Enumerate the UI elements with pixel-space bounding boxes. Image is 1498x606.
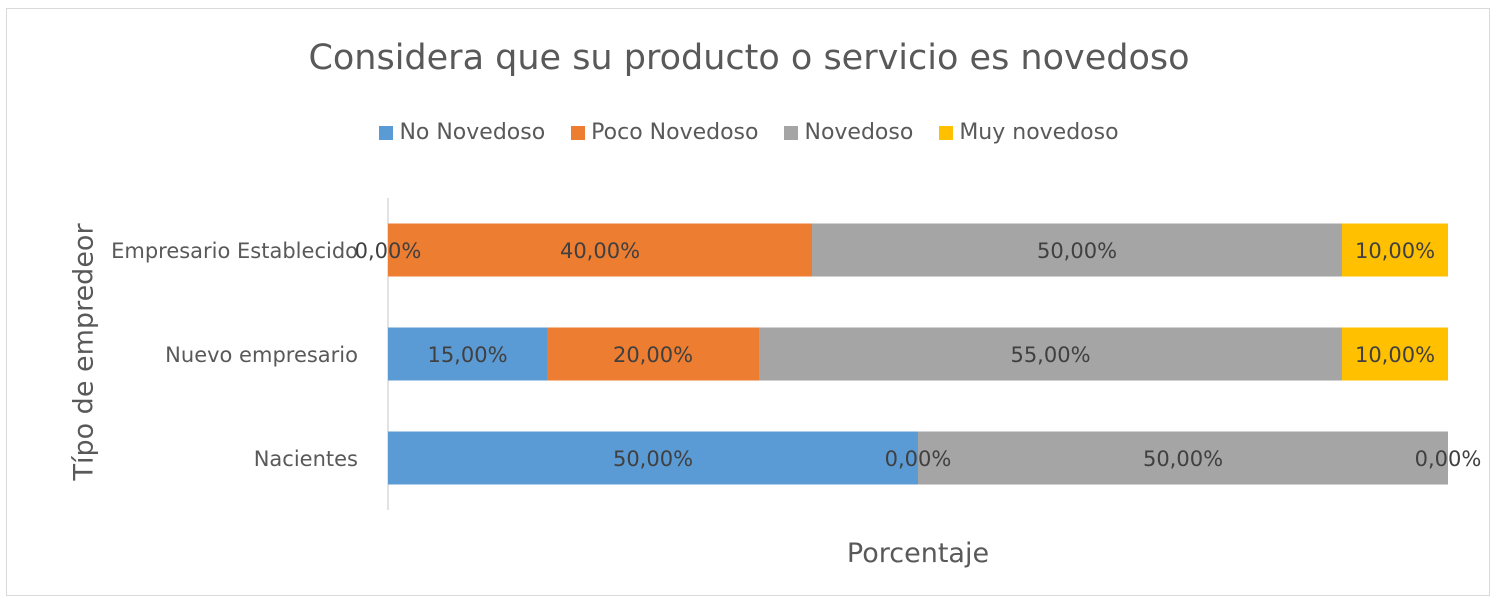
legend-swatch (784, 125, 799, 140)
data-label: 10,00% (1355, 343, 1435, 367)
category-label: Nuevo empresario (165, 343, 358, 367)
bar-segment (388, 327, 547, 381)
bar-segment (547, 327, 759, 381)
bar-segment (1342, 223, 1448, 277)
data-label: 0,00% (355, 239, 422, 263)
data-label: 20,00% (613, 343, 693, 367)
data-label: 50,00% (1143, 447, 1223, 471)
bar-segment (388, 431, 918, 485)
data-label: 50,00% (613, 447, 693, 471)
data-label: 0,00% (1415, 447, 1482, 471)
bar-segment (388, 223, 812, 277)
bar-segment (918, 431, 1448, 485)
legend-label: Poco Novedoso (591, 120, 759, 145)
x-axis-title: Porcentaje (846, 538, 990, 569)
bar-segment (812, 223, 1342, 277)
bar-segment (1342, 327, 1448, 381)
category-label: Nacientes (254, 447, 358, 471)
legend-item-poco-novedoso: Poco Novedoso (571, 120, 758, 145)
data-label: 50,00% (1037, 239, 1117, 263)
legend-swatch (939, 125, 954, 140)
data-label: 40,00% (560, 239, 640, 263)
bar-segment (759, 327, 1342, 381)
legend-item-no-novedoso: No Novedoso (379, 120, 545, 145)
legend-item-novedoso: Novedoso (784, 120, 913, 145)
legend-label: Muy novedoso (959, 120, 1119, 145)
data-label: 0,00% (885, 447, 952, 471)
legend-item-muy-novedoso: Muy novedoso (939, 120, 1119, 145)
category-label: Empresario Establecido (111, 239, 358, 263)
legend-swatch (379, 125, 394, 140)
chart-title: Considera que su producto o servicio es … (308, 38, 1190, 78)
legend-label: Novedoso (804, 120, 914, 145)
legend: No Novedoso Poco Novedoso Novedoso Muy n… (0, 120, 1498, 145)
chart-frame (6, 8, 1490, 596)
data-label: 10,00% (1355, 239, 1435, 263)
data-label: 55,00% (1010, 343, 1090, 367)
legend-label: No Novedoso (399, 120, 546, 145)
legend-swatch (571, 125, 586, 140)
data-label: 15,00% (427, 343, 507, 367)
